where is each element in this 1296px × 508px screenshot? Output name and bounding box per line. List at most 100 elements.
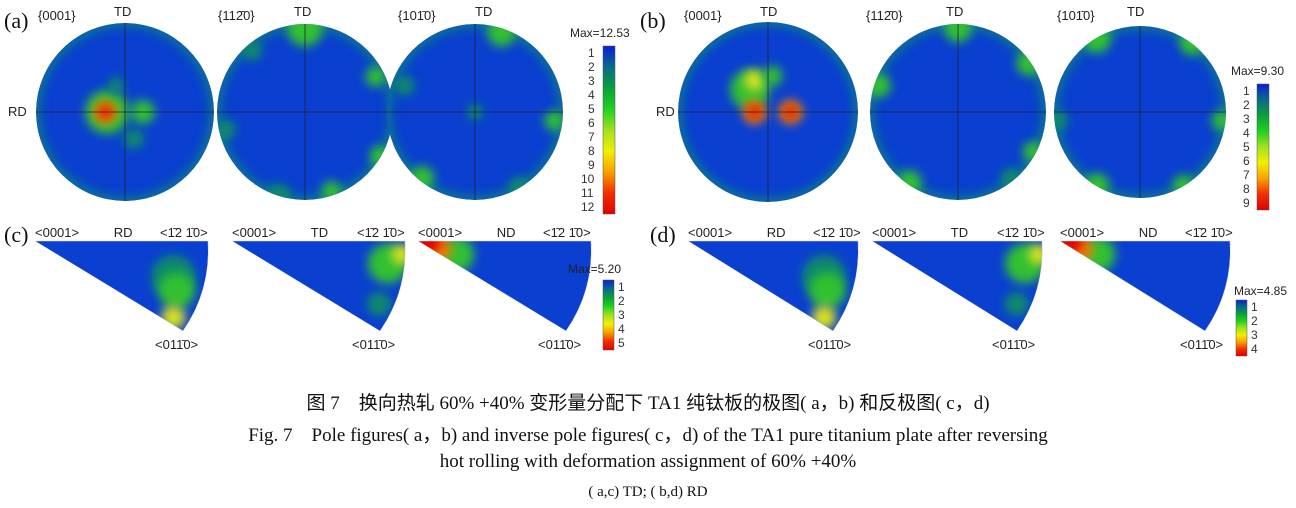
td-label: TD: [114, 4, 132, 19]
legend-tick: 2: [588, 60, 595, 74]
pf-title-a-10-10: {101̄0}: [398, 8, 436, 23]
legend-max-a: Max=12.53: [570, 26, 630, 40]
intensity-spot: [367, 292, 392, 316]
ipf-corner-01-10: <011̄0>: [808, 337, 852, 352]
colorbar: [1235, 299, 1248, 357]
ipf-corner-12-10: <1̄2 1̄0>: [997, 225, 1045, 240]
ipf-corner-01-10: <011̄0>: [352, 337, 396, 352]
intensity-spot: [123, 128, 144, 149]
td-label: TD: [475, 4, 493, 19]
ipf-corner-0001: <0001>: [232, 225, 277, 240]
ipf-corner-01-10: <011̄0>: [992, 337, 1036, 352]
legend-tick: 6: [1243, 154, 1250, 168]
intensity-spot: [266, 183, 291, 200]
pf-title-a-11-20: {112̄0}: [218, 8, 255, 23]
intensity-spot: [509, 176, 529, 197]
legend-tick: 2: [1243, 98, 1250, 112]
ipf-corner-01-10: <011̄0>: [1180, 337, 1224, 352]
legend-tick: 2: [1251, 314, 1258, 328]
intensity-spot: [1000, 168, 1021, 188]
ipf-direction-label: ND: [496, 225, 516, 240]
legend-tick: 7: [1243, 168, 1250, 182]
intensity-spot: [410, 166, 435, 190]
ipf-corner-0001: <0001>: [35, 225, 80, 240]
ipf-direction-label: TD: [310, 225, 329, 240]
ipf-direction-label: RD: [113, 225, 133, 240]
legend-tick: 3: [618, 308, 625, 322]
pf-title-a-0001: {0001}: [38, 8, 76, 23]
legend-tick: 8: [588, 144, 595, 158]
intensity-spot: [1022, 141, 1043, 162]
inverse-pole-figure: [872, 241, 1043, 331]
intensity-spot: [369, 146, 390, 166]
ipf-direction-label: ND: [1138, 225, 1158, 240]
td-label: TD: [1127, 4, 1145, 19]
intensity-spot: [321, 181, 342, 200]
pf-title-b-11-20: {112̄0}: [866, 8, 903, 23]
colorbar: [602, 279, 615, 351]
legend-tick: 5: [1243, 140, 1250, 154]
ipf-corner-01-10: <011̄0>: [538, 337, 582, 352]
intensity-spot: [809, 272, 846, 309]
legend-tick: 4: [618, 322, 625, 336]
ipf-corner-12-10: <1̄2 1̄0>: [543, 225, 591, 240]
intensity-spot: [897, 170, 922, 195]
intensity-spot: [1085, 173, 1109, 198]
legend-tick: 2: [618, 294, 625, 308]
ipf-direction-label: TD: [950, 225, 969, 240]
intensity-spot: [1083, 26, 1111, 53]
legend-tick: 1: [1243, 84, 1250, 98]
legend-tick: 1: [588, 46, 595, 60]
legend-tick: 8: [1243, 182, 1250, 196]
panel-label-c: (c): [4, 222, 29, 247]
colorbar: [602, 45, 616, 215]
inverse-pole-figure: [418, 241, 592, 331]
pole-figure: [387, 24, 563, 200]
inverse-pole-figure: [1060, 241, 1231, 331]
ipf-corner-12-10: <1̄2 1̄0>: [813, 225, 861, 240]
legend-tick: 4: [1251, 342, 1258, 356]
intensity-spot: [1004, 292, 1029, 316]
legend-tick: 6: [588, 116, 595, 130]
intensity-spot: [1211, 110, 1226, 131]
intensity-spot: [242, 40, 263, 61]
legend-tick: 7: [588, 130, 595, 144]
legend-tick: 4: [1243, 126, 1250, 140]
legend-tick: 9: [588, 158, 595, 172]
td-label: TD: [760, 4, 778, 19]
ipf-corner-12-10: <1̄2 1̄0>: [1185, 225, 1233, 240]
intensity-spot: [1016, 51, 1041, 76]
legend-max-b: Max=9.30: [1231, 64, 1285, 78]
pole-figure: [217, 24, 393, 200]
inverse-pole-figure: [232, 241, 406, 331]
ipf-corner-01-10: <011̄0>: [155, 337, 199, 352]
legend-tick: 3: [588, 74, 595, 88]
inverse-pole-figure: [35, 241, 209, 331]
legend-tick: 9: [1243, 196, 1250, 210]
intensity-spot: [1028, 244, 1043, 265]
caption-chinese: 图 7 换向热轧 60% +40% 变形量分配下 TA1 纯钛板的极图( a，b…: [306, 393, 990, 414]
ipf-corner-0001: <0001>: [688, 225, 733, 240]
panel-label-d: (d): [650, 222, 676, 247]
intensity-spot: [762, 66, 783, 86]
intensity-spot: [1173, 175, 1193, 196]
ipf-corner-0001: <0001>: [418, 225, 463, 240]
td-label: TD: [946, 4, 964, 19]
ipf-direction-label: RD: [766, 225, 786, 240]
intensity-spot: [1054, 110, 1069, 131]
legend-tick: 12: [581, 200, 595, 214]
figure-graphics: [34, 22, 1270, 357]
rd-label: RD: [656, 104, 675, 119]
panel-label-a: (a): [4, 8, 29, 33]
intensity-spot: [158, 272, 195, 309]
intensity-spot: [217, 119, 236, 140]
intensity-spot: [870, 73, 891, 98]
pole-figure: [870, 24, 1046, 200]
legend-tick: 1: [618, 280, 625, 294]
caption-english-line2: hot rolling with deformation assignment …: [439, 451, 857, 472]
ipf-corner-0001: <0001>: [1060, 225, 1105, 240]
caption-english-line1: Fig. 7 Pole figures( a，b) and inverse po…: [248, 425, 1048, 446]
legend-tick: 5: [588, 102, 595, 116]
legend-tick: 5: [618, 336, 625, 350]
